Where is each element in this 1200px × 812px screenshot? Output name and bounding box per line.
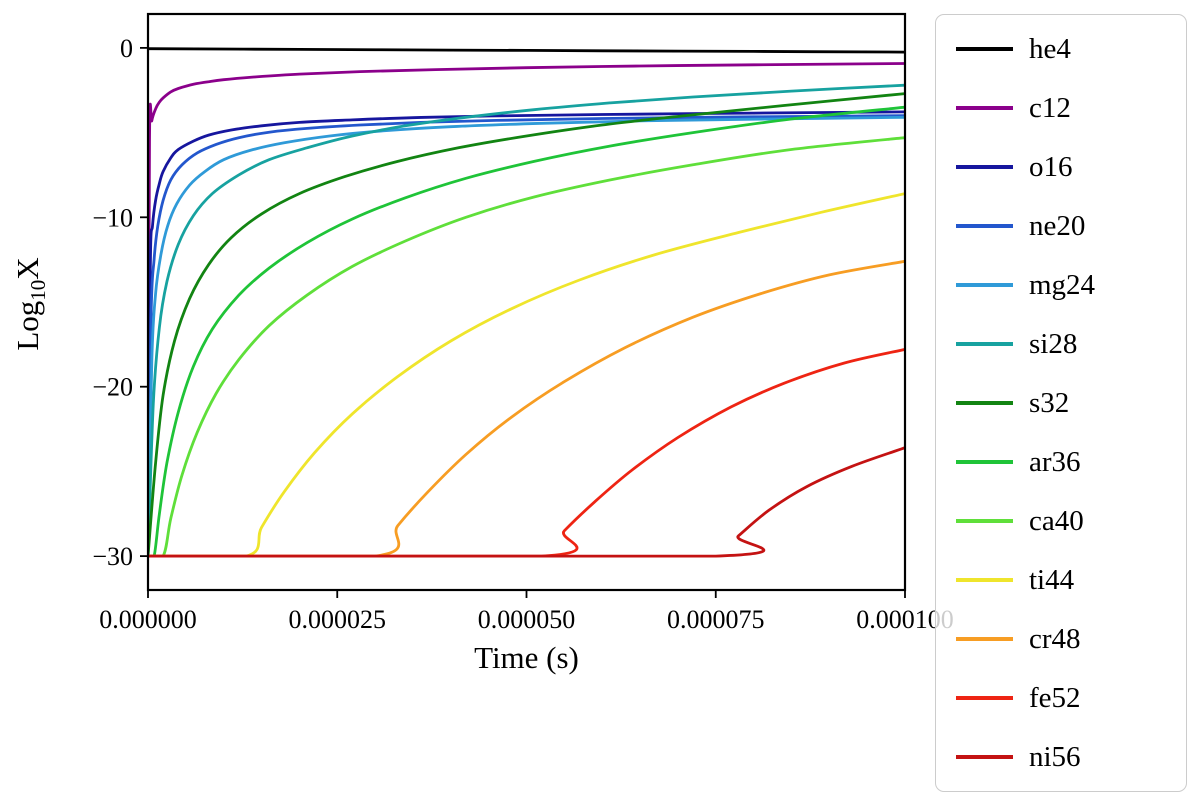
legend-entry-he4: he4 (956, 29, 1186, 69)
x-tick-label: 0.000075 (667, 605, 765, 634)
legend-label: ca40 (1029, 504, 1084, 537)
legend-label: he4 (1029, 32, 1071, 65)
legend-line-swatch (956, 460, 1013, 464)
legend-entry-mg24: mg24 (956, 265, 1186, 305)
axes-frame (146, 12, 907, 592)
series-cr48 (148, 259, 905, 558)
series-ti44 (148, 192, 905, 558)
legend-entry-s32: s32 (956, 383, 1186, 423)
series-ca40 (148, 136, 905, 558)
legend-line-swatch (956, 401, 1013, 405)
y-tick-label: 0 (120, 34, 133, 63)
y-tick-label: −20 (92, 373, 133, 402)
x-tick-label: 0.000025 (289, 605, 387, 634)
y-axis-label-sub: 10 (26, 279, 51, 301)
series-ni56 (148, 446, 905, 558)
x-tick-label: 0.000000 (99, 605, 197, 634)
legend-line-swatch (956, 755, 1013, 759)
legend-label: fe52 (1029, 681, 1081, 714)
series-o16 (148, 110, 905, 558)
legend-entry-si28: si28 (956, 324, 1186, 364)
y-axis-label-pre: Log (10, 300, 45, 351)
series-he4 (148, 47, 905, 54)
y-tick-label: −10 (92, 203, 133, 232)
legend-entry-c12: c12 (956, 88, 1186, 128)
legend-entry-o16: o16 (956, 147, 1186, 187)
legend-entry-cr48: cr48 (956, 619, 1186, 659)
legend: he4 c12 o16 ne20 mg24 si28 s32 ar36 ca40 ti44 cr48… (935, 14, 1187, 792)
legend-line-swatch (956, 696, 1013, 700)
legend-line-swatch (956, 47, 1013, 51)
legend-label: si28 (1029, 327, 1078, 360)
legend-label: ni56 (1029, 740, 1081, 773)
legend-label: ne20 (1029, 209, 1086, 242)
series-mg24 (148, 115, 905, 558)
legend-line-swatch (956, 283, 1013, 287)
y-tick-label: −30 (92, 542, 133, 571)
legend-entry-ti44: ti44 (956, 560, 1186, 600)
legend-label: o16 (1029, 150, 1073, 183)
y-axis-label: Log10X (10, 212, 50, 396)
legend-line-swatch (956, 519, 1013, 523)
legend-entry-ca40: ca40 (956, 501, 1186, 541)
legend-label: mg24 (1029, 268, 1096, 301)
series-s32 (148, 92, 905, 558)
legend-entry-ar36: ar36 (956, 442, 1186, 482)
legend-entry-fe52: fe52 (956, 678, 1186, 718)
legend-line-swatch (956, 578, 1013, 582)
legend-label: cr48 (1029, 622, 1081, 655)
legend-line-swatch (956, 106, 1013, 110)
legend-entry-ne20: ne20 (956, 206, 1186, 246)
legend-label: ti44 (1029, 563, 1075, 596)
legend-label: c12 (1029, 91, 1071, 124)
legend-label: ar36 (1029, 445, 1081, 478)
series-si28 (148, 83, 905, 558)
x-axis-label: Time (s) (474, 640, 579, 675)
legend-entry-ni56: ni56 (956, 737, 1186, 777)
series-ne20 (148, 114, 905, 558)
x-tick-label: 0.000050 (478, 605, 576, 634)
y-axis-label-post: X (10, 257, 45, 280)
legend-line-swatch (956, 637, 1013, 641)
legend-line-swatch (956, 165, 1013, 169)
series-c12 (148, 62, 905, 558)
legend-line-swatch (956, 224, 1013, 228)
series-ar36 (148, 105, 905, 558)
legend-label: s32 (1029, 386, 1070, 419)
legend-line-swatch (956, 342, 1013, 346)
